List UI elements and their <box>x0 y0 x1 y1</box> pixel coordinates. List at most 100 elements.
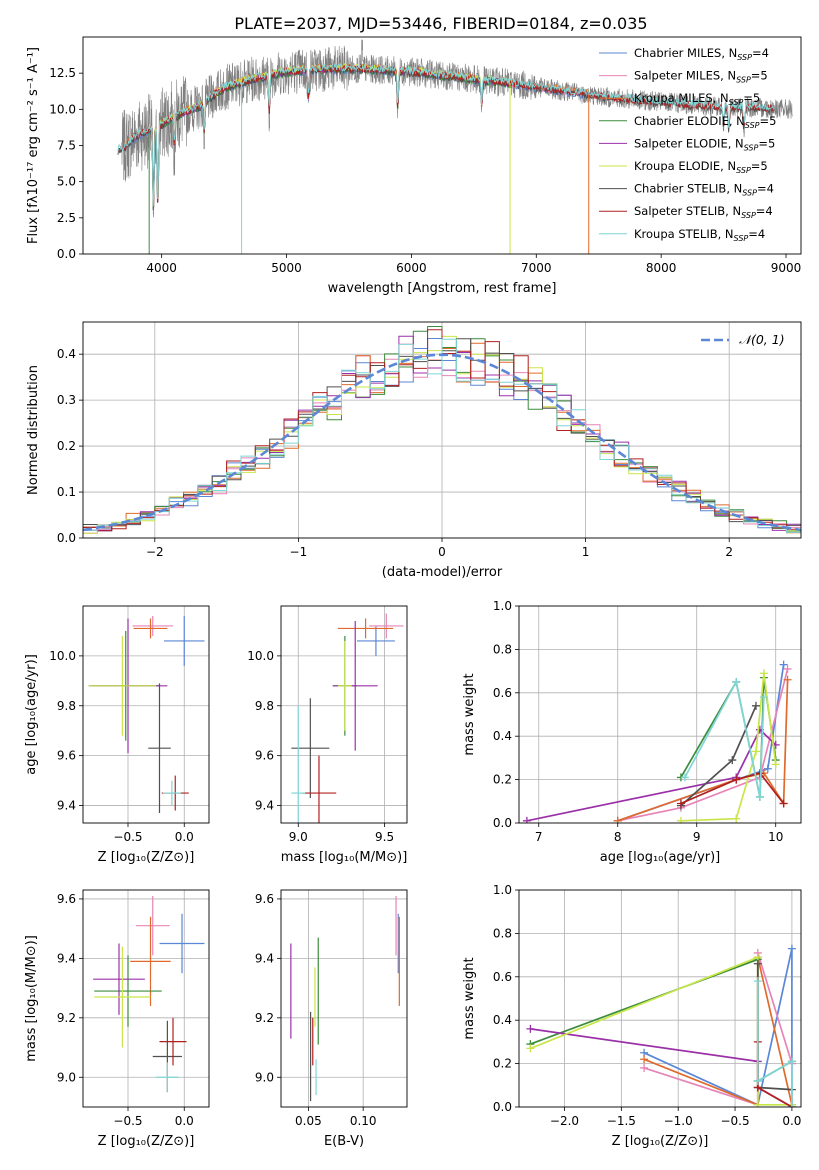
model-spectrum-kroupa-stelib <box>117 62 774 207</box>
y-tick-label: 0.4 <box>493 1013 512 1027</box>
x-axis-label: Z [log₁₀(Z/Z⊙)] <box>98 1134 195 1149</box>
plot-area <box>281 606 407 823</box>
y-tick-label: 12.5 <box>49 66 76 80</box>
legend-label-tail: =5 <box>758 136 775 150</box>
weight-marker <box>728 756 737 765</box>
weight-marker <box>732 677 741 686</box>
legend-label-subscript: SSP <box>744 143 759 152</box>
weight-line <box>643 952 793 1106</box>
axes-frame <box>82 605 210 824</box>
errorbar-point-salpeter-elodie <box>93 943 145 1015</box>
weight-line <box>684 679 765 798</box>
errorbar-point-chabrier-elodie <box>94 955 162 1027</box>
plot-area <box>83 890 209 1107</box>
legend-label-tail: =4 <box>752 46 769 60</box>
y-tick-label: 9.6 <box>255 892 274 906</box>
axes-frame <box>518 889 802 1108</box>
x-tick-label: −2 <box>146 545 164 559</box>
model-spectrum-chabrier-elodie <box>148 65 512 208</box>
axes-frame <box>280 605 408 824</box>
legend-label-subscript: SSP <box>736 76 751 85</box>
weight-marker <box>787 1103 796 1107</box>
weight-marker <box>787 1057 796 1066</box>
weight-marker <box>732 775 741 784</box>
x-tick-label: 0.05 <box>295 1114 322 1128</box>
panel-age-vs-Z: −0.5 0.0 9.4 9.6 9.8 10.0 Z [log₁₀(Z/Z⊙)] age [… <box>24 605 210 865</box>
x-axis-label: E(B-V) <box>324 1134 364 1149</box>
y-tick-label: 9.0 <box>255 1070 274 1084</box>
y-tick-label: 9.6 <box>57 892 76 906</box>
weight-series-kroupa-elodie <box>676 669 780 823</box>
y-tick-label: 9.0 <box>57 1070 76 1084</box>
y-tick-label: 9.4 <box>57 799 76 813</box>
errorbar-point-salpeter-miles <box>132 615 173 636</box>
weight-marker <box>522 816 531 823</box>
panel-residuals: −2 −1 0 1 2 0.0 0.1 0.2 0.3 0.4 (data-model)/error… <box>26 321 802 580</box>
y-tick-label: 9.4 <box>255 799 274 813</box>
x-tick-label: 2 <box>725 545 733 559</box>
y-axis-label: Flux [fλ10⁻¹⁷ erg cm⁻² s⁻¹ A⁻¹] <box>26 47 41 244</box>
y-tick-label: 9.2 <box>255 1011 274 1025</box>
weight-series-kroupa-miles <box>613 675 792 823</box>
legend-label-kroupa-miles: Kroupa MILES, NSSP=5 <box>634 91 760 107</box>
y-tick-label: 9.6 <box>57 749 76 763</box>
y-tick-label: 0.6 <box>493 686 512 700</box>
legend-label-subscript: SSP <box>736 166 751 175</box>
weight-marker <box>753 1100 762 1107</box>
weight-line <box>756 1041 793 1107</box>
y-axis-label: mass [log₁₀(M/M⊙)] <box>24 935 39 1062</box>
errorbar-point-kroupa-stelib <box>291 705 306 823</box>
legend-label-subscript: SSP <box>737 53 752 62</box>
x-tick-label: −0.5 <box>113 1114 142 1128</box>
weight-marker <box>779 799 788 808</box>
x-axis-label: mass [log₁₀(M/M⊙)] <box>281 850 408 865</box>
weight-marker <box>676 799 685 808</box>
errorbar-point-chabrier-miles <box>159 913 205 974</box>
x-tick-label: 0.0 <box>175 830 194 844</box>
weight-marker <box>613 816 622 823</box>
y-tick-label: 0.6 <box>493 970 512 984</box>
weight-marker <box>526 1044 535 1053</box>
y-tick-label: 0.2 <box>493 773 512 787</box>
x-tick-label: 7000 <box>521 261 552 275</box>
legend-label-normal: 𝒩(0, 1) <box>739 332 785 347</box>
weight-line <box>617 668 789 822</box>
weight-marker <box>787 944 796 953</box>
legend-label-base: Salpeter ELODIE, N <box>634 136 744 150</box>
errorbar-point-kroupa-miles <box>337 618 394 639</box>
weight-marker <box>751 747 760 756</box>
axes-frame <box>280 889 408 1108</box>
errorbar-point-salpeter-miles <box>369 613 404 639</box>
x-tick-label: 0.10 <box>350 1114 377 1128</box>
y-tick-label: 0.8 <box>493 642 512 656</box>
normal-curve <box>83 353 801 532</box>
legend-label-tail: =5 <box>751 159 768 173</box>
model-spectrum-salpeter-elodie <box>148 63 512 207</box>
errorbar-point-kroupa-elodie <box>94 946 151 1048</box>
weight-marker <box>753 977 762 986</box>
y-tick-label: 0.1 <box>57 485 76 499</box>
weight-line <box>530 956 792 1106</box>
errorbar-point-kroupa-stelib <box>156 1062 179 1093</box>
weight-marker <box>680 773 689 782</box>
x-tick-label: −0.5 <box>720 1114 749 1128</box>
y-axis-label: age [log₁₀(age/yr)] <box>24 654 39 775</box>
x-axis-label: wavelength [Angstrom, rest frame] <box>328 281 557 296</box>
legend-label-subscript: SSP <box>745 121 760 130</box>
y-tick-label: 0.8 <box>493 926 512 940</box>
errorbar-point-kroupa-miles <box>133 618 168 639</box>
legend-label-base: Salpeter MILES, N <box>634 69 736 83</box>
weight-line <box>643 957 793 1107</box>
x-axis-label: (data-model)/error <box>382 565 503 580</box>
x-tick-label: 0.0 <box>175 1114 194 1128</box>
x-tick-label: 9000 <box>771 261 802 275</box>
legend-label-tail: =5 <box>751 69 768 83</box>
plot-area <box>117 39 793 254</box>
errorbar-point-chabrier-miles <box>356 625 395 656</box>
panel-age-vs-mass: 9.0 9.5 9.4 9.6 9.8 10.0 mass [log₁₀(M/M⊙)] <box>247 605 408 865</box>
x-tick-label: 8000 <box>646 261 677 275</box>
plot-area <box>83 606 209 823</box>
legend-label-tail: =4 <box>756 204 773 218</box>
errorbar-point-kroupa-elodie <box>88 635 157 736</box>
